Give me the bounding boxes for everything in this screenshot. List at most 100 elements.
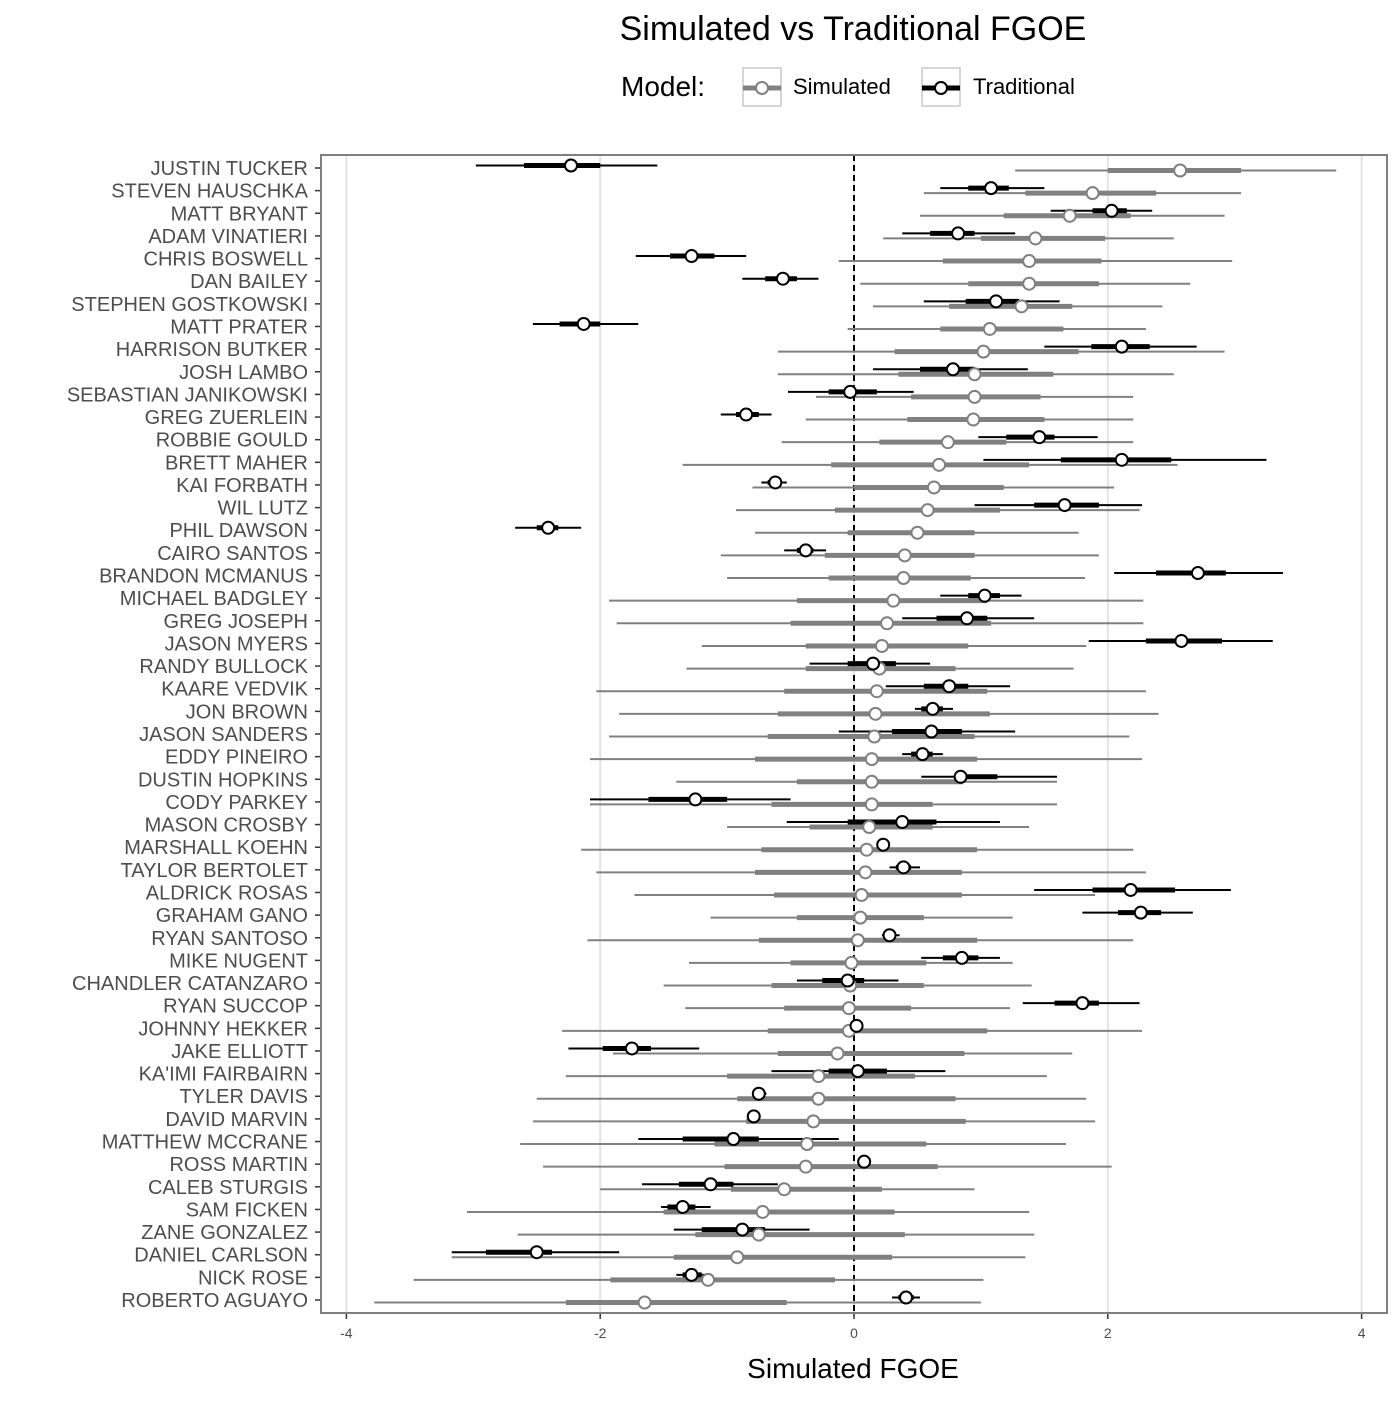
simulated-point [864, 774, 879, 789]
player-label: JASON MYERS [165, 633, 308, 655]
traditional-point [945, 362, 960, 377]
simulated-point [798, 1159, 813, 1174]
traditional-point [899, 1290, 914, 1305]
player-label: CHANDLER CATANZARO [72, 973, 308, 995]
traditional-point [1133, 905, 1148, 920]
simulated-point [897, 548, 912, 563]
x-axis-ticks: -4 -2 0 2 4 [340, 1313, 1366, 1341]
traditional-point [942, 679, 957, 694]
traditional-point [1114, 452, 1129, 467]
traditional-point [840, 973, 855, 988]
traditional-point [1104, 203, 1119, 218]
x-tick-label: -2 [594, 1325, 607, 1341]
simulated-point [874, 638, 889, 653]
simulated-point [982, 321, 997, 336]
traditional-point [915, 747, 930, 762]
legend: Model: Simulated Traditional [621, 67, 1075, 107]
traditional-point [857, 1154, 872, 1169]
traditional-point [768, 475, 783, 490]
traditional-point [876, 837, 891, 852]
player-label: DUSTIN HOPKINS [138, 769, 308, 791]
traditional-point [1123, 882, 1138, 897]
player-label: JASON SANDERS [139, 724, 308, 746]
traditional-point [850, 1064, 865, 1079]
traditional-point [775, 271, 790, 286]
traditional-point [895, 815, 910, 830]
x-tick-label: 4 [1358, 1325, 1366, 1341]
simulated-point [1173, 163, 1188, 178]
legend-key-traditional-point [934, 81, 948, 95]
traditional-point [564, 158, 579, 173]
simulated-point [1022, 276, 1037, 291]
chart-title: Simulated vs Traditional FGOE [620, 10, 1087, 48]
player-label: DAVID MARVIN [165, 1109, 308, 1131]
player-label: ADAM VINATIERI [148, 226, 308, 248]
simulated-point [777, 1182, 792, 1197]
player-label: TYLER DAVIS [179, 1086, 308, 1108]
player-label: KAARE VEDVIK [161, 679, 308, 701]
simulated-point [896, 571, 911, 586]
player-label: CHRIS BOSWELL [144, 249, 308, 271]
x-tick-label: -4 [340, 1325, 353, 1341]
traditional-point [882, 928, 897, 943]
traditional-point [1174, 633, 1189, 648]
traditional-point [924, 724, 939, 739]
simulated-point [841, 1001, 856, 1016]
traditional-point [739, 407, 754, 422]
simulated-point [966, 412, 981, 427]
traditional-point [954, 950, 969, 965]
traditional-point [959, 611, 974, 626]
player-label: ALDRICK ROSAS [146, 882, 308, 904]
legend-key-simulated-point [755, 81, 769, 95]
traditional-point [541, 520, 556, 535]
simulated-point [940, 435, 955, 450]
player-label: ZANE GONZALEZ [141, 1222, 308, 1244]
simulated-point [864, 797, 879, 812]
simulated-point [1062, 208, 1077, 223]
player-label: TAYLOR BERTOLET [121, 860, 308, 882]
traditional-point [726, 1132, 741, 1147]
legend-title: Model: [621, 71, 705, 102]
simulated-point [864, 752, 879, 767]
traditional-point [843, 384, 858, 399]
simulated-point [967, 389, 982, 404]
traditional-point [1114, 339, 1129, 354]
traditional-point [925, 701, 940, 716]
simulated-point [862, 820, 877, 835]
player-label: NICK ROSE [198, 1267, 308, 1289]
simulated-point [920, 503, 935, 518]
simulated-point [859, 842, 874, 857]
simulated-point [811, 1069, 826, 1084]
simulated-point [701, 1272, 716, 1287]
simulated-point [1028, 231, 1043, 246]
simulated-point [867, 729, 882, 744]
player-label: BRETT MAHER [165, 452, 308, 474]
traditional-point [798, 543, 813, 558]
player-label: STEPHEN GOSTKOWSKI [71, 294, 308, 316]
simulated-point [879, 616, 894, 631]
traditional-point [866, 656, 881, 671]
traditional-point [1190, 566, 1205, 581]
simulated-point [869, 684, 884, 699]
traditional-point [529, 1245, 544, 1260]
simulated-point [751, 1227, 766, 1242]
player-label: ROBBIE GOULD [156, 430, 308, 452]
player-label: BRANDON MCMANUS [99, 566, 308, 588]
simulated-point [1022, 254, 1037, 269]
player-label: SAM FICKEN [186, 1199, 308, 1221]
plot-panel-border [320, 154, 1388, 1314]
traditional-point [1057, 498, 1072, 513]
simulated-point [926, 480, 941, 495]
player-label: PHIL DAWSON [169, 520, 308, 542]
simulated-point [850, 933, 865, 948]
player-label: JOHNNY HEKKER [138, 1018, 308, 1040]
x-tick-label: 2 [1104, 1325, 1112, 1341]
simulated-point [1014, 299, 1029, 314]
player-label: STEVEN HAUSCHKA [111, 181, 308, 203]
x-axis-title: Simulated FGOE [747, 1353, 959, 1384]
player-label: MASON CROSBY [145, 815, 308, 837]
player-label: CALEB STURGIS [148, 1177, 308, 1199]
player-label: DAN BAILEY [190, 271, 308, 293]
